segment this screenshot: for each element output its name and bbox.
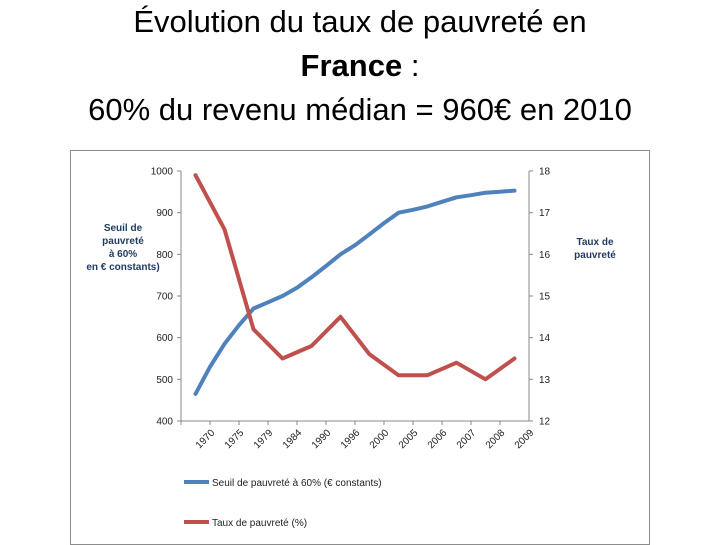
right-axis-title-line: Taux de [576, 237, 613, 248]
left-tick-label: 900 [156, 208, 173, 219]
title-colon: : [402, 48, 420, 83]
x-tick-label: 1996 [339, 427, 363, 451]
left-tick-label: 600 [156, 333, 173, 344]
right-tick-label: 14 [539, 333, 551, 344]
right-tick-label: 16 [539, 250, 551, 261]
left-axis-title-line: à 60% [109, 249, 137, 260]
x-tick-label: 2005 [397, 427, 421, 451]
x-tick-label: 1984 [281, 427, 305, 451]
slide-title: Évolution du taux de pauvreté en France … [0, 0, 720, 132]
left-axis-title-line: Seuil de [104, 223, 143, 234]
title-line-1: Évolution du taux de pauvreté en [133, 4, 587, 39]
x-tick-label: 2006 [426, 427, 450, 451]
left-tick-label: 800 [156, 250, 173, 261]
x-tick-label: 2009 [513, 427, 537, 451]
x-tick-label: 2000 [368, 427, 392, 451]
x-tick-label: 2008 [484, 427, 508, 451]
left-axis-title-line: en € constants) [86, 262, 159, 273]
left-tick-label: 700 [156, 292, 173, 303]
title-line-2: France : [0, 44, 720, 88]
x-tick-label: 1975 [223, 427, 247, 451]
chart-frame: 400 500 600 700 800 900 1000 12 13 14 15 16 17 18 1970… [70, 150, 650, 545]
right-tick-label: 13 [539, 375, 551, 386]
legend-label-taux: Taux de pauvreté (%) [212, 518, 307, 529]
left-tick-label: 500 [156, 375, 173, 386]
right-tick-label: 15 [539, 292, 551, 303]
poverty-chart: 400 500 600 700 800 900 1000 12 13 14 15 16 17 18 1970… [86, 167, 616, 530]
x-tick-label: 2007 [455, 427, 479, 451]
x-tick-label: 1990 [310, 427, 334, 451]
left-tick-label: 400 [156, 417, 173, 428]
title-country: France [300, 48, 403, 83]
right-tick-label: 17 [539, 208, 551, 219]
x-tick-label: 1979 [252, 427, 276, 451]
right-tick-label: 12 [539, 417, 551, 428]
left-tick-label: 1000 [151, 167, 174, 178]
right-tick-label: 18 [539, 167, 551, 178]
right-axis-title-line: pauvreté [574, 250, 616, 261]
title-line-3: 60% du revenu médian = 960€ en 2010 [88, 92, 632, 127]
left-axis-title-line: pauvreté [102, 236, 144, 247]
legend-label-seuil: Seuil de pauvreté à 60% (€ constants) [212, 478, 382, 489]
x-tick-label: 1970 [194, 427, 218, 451]
series-line-taux [193, 173, 517, 382]
